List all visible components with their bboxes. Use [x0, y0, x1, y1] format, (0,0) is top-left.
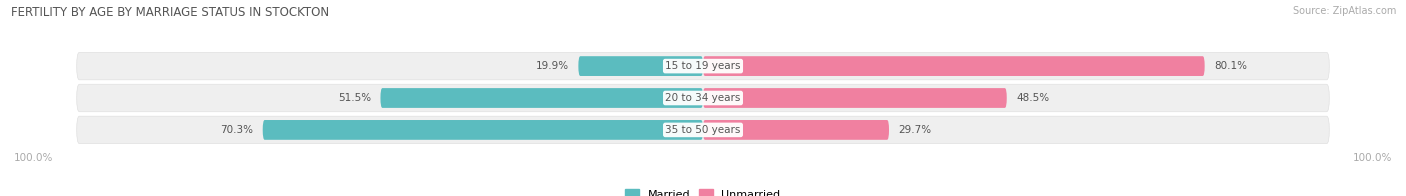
FancyBboxPatch shape	[77, 116, 1329, 144]
FancyBboxPatch shape	[578, 56, 703, 76]
FancyBboxPatch shape	[703, 56, 1205, 76]
Text: FERTILITY BY AGE BY MARRIAGE STATUS IN STOCKTON: FERTILITY BY AGE BY MARRIAGE STATUS IN S…	[11, 6, 329, 19]
Text: 35 to 50 years: 35 to 50 years	[665, 125, 741, 135]
FancyBboxPatch shape	[77, 52, 1329, 80]
Text: Source: ZipAtlas.com: Source: ZipAtlas.com	[1292, 6, 1396, 16]
Text: 51.5%: 51.5%	[337, 93, 371, 103]
Text: 20 to 34 years: 20 to 34 years	[665, 93, 741, 103]
FancyBboxPatch shape	[703, 88, 1007, 108]
Text: 48.5%: 48.5%	[1017, 93, 1049, 103]
Text: 29.7%: 29.7%	[898, 125, 932, 135]
FancyBboxPatch shape	[77, 84, 1329, 112]
Text: 70.3%: 70.3%	[221, 125, 253, 135]
FancyBboxPatch shape	[381, 88, 703, 108]
Legend: Married, Unmarried: Married, Unmarried	[621, 185, 785, 196]
Text: 19.9%: 19.9%	[536, 61, 569, 71]
FancyBboxPatch shape	[263, 120, 703, 140]
Text: 100.0%: 100.0%	[14, 153, 53, 163]
FancyBboxPatch shape	[703, 120, 889, 140]
Text: 15 to 19 years: 15 to 19 years	[665, 61, 741, 71]
Text: 80.1%: 80.1%	[1213, 61, 1247, 71]
Text: 100.0%: 100.0%	[1353, 153, 1392, 163]
